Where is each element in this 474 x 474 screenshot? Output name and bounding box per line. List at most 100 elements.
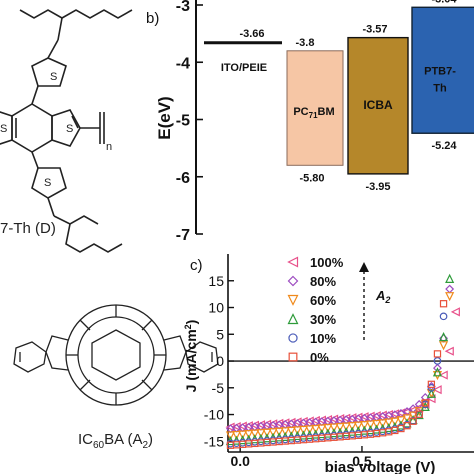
legend-marker (287, 313, 299, 325)
jv-point (432, 385, 442, 395)
box-ptb7-name-line1: PTB7- (424, 66, 456, 78)
jv-point (231, 430, 242, 441)
legend-marker (287, 275, 299, 287)
box-icba-top-label: -3.57 (362, 24, 387, 36)
jv-point (439, 300, 448, 308)
jv-point (329, 423, 339, 433)
jv-point (433, 357, 442, 365)
atom-s-3: S (0, 123, 7, 135)
jv-x-tick-label: 0.5 (352, 453, 372, 469)
jv-y-tick-label: -5 (212, 380, 225, 396)
panel-c-label: c) (190, 257, 203, 274)
level-ito-value: -3.66 (239, 28, 264, 40)
jv-point (225, 431, 236, 441)
jv-point (286, 426, 296, 436)
polymer-atom-labels: S S S S (0, 71, 73, 189)
jv-point (335, 422, 345, 433)
jv-y-tick-label: 5 (216, 326, 224, 342)
legend-marker (287, 256, 299, 268)
jv-y-tick-label: -10 (204, 407, 224, 423)
jv-y-tick-label: 0 (216, 353, 224, 369)
jv-point (280, 427, 290, 437)
box-pc71bm-name: PC71BM (293, 106, 334, 120)
polymer-repeat-n: n (106, 141, 112, 153)
acceptor-label: IC60BA (A2) (78, 431, 153, 451)
panel-b-label: b) (146, 10, 159, 27)
jv-y-tick-label: 15 (208, 273, 224, 289)
atom-s-4: S (44, 177, 51, 189)
energy-y-axis-title: E(eV) (155, 96, 174, 139)
box-icba-name: ICBA (363, 98, 393, 112)
jv-point (274, 427, 284, 437)
jv-point (432, 370, 443, 381)
legend-arrow-head (359, 262, 369, 272)
jv-series-0 (225, 307, 460, 432)
legend-label: 30% (310, 312, 336, 327)
jv-series-3 (225, 273, 455, 446)
jv-point (433, 350, 442, 358)
jv-series-2 (225, 292, 455, 441)
jv-x-axis-title: bias voltage (V) (325, 459, 436, 474)
jv-point (378, 419, 388, 429)
jv-point (403, 422, 411, 430)
box-pc71bm-bottom-label: -5.80 (299, 172, 324, 184)
jv-point (415, 410, 423, 418)
legend-marker (287, 294, 299, 306)
jv-point (402, 414, 412, 424)
jv-y-tick-label: 10 (208, 300, 224, 316)
legend-label: 100% (310, 255, 344, 270)
legend-arrow-label: A2 (375, 288, 390, 305)
jv-point (305, 425, 315, 435)
jv-point (359, 421, 369, 431)
jv-point (323, 423, 333, 434)
jv-point (432, 367, 443, 377)
jv-point (421, 399, 429, 407)
polymer-label: 7-Th (D) (0, 220, 56, 237)
legend-marker (288, 352, 298, 362)
jv-point (372, 419, 382, 430)
box-ptb7-bottom-label: -5.24 (431, 140, 457, 152)
box-icba (347, 36, 409, 175)
legend-label: 0% (310, 350, 329, 365)
jv-point (396, 416, 406, 426)
jv-point (298, 425, 309, 435)
box-ptb7-top-label: -3.04 (431, 0, 457, 5)
jv-point (414, 409, 424, 420)
jv-point (390, 417, 400, 427)
legend-label: 80% (310, 274, 336, 289)
jv-point (365, 420, 376, 430)
legend-marker (288, 333, 298, 343)
legend-label: 10% (310, 331, 336, 346)
jv-point (292, 426, 302, 436)
jv-point (384, 418, 394, 428)
jv-point (250, 429, 260, 439)
jv-point (445, 292, 455, 302)
jv-point (450, 307, 460, 317)
jv-point (439, 312, 448, 321)
jv-point (262, 428, 272, 438)
jv-point (311, 424, 321, 435)
jv-point (244, 430, 254, 440)
jv-point (317, 424, 327, 434)
jv-point (438, 341, 449, 351)
atom-s-2: S (66, 123, 73, 135)
jv-point (438, 370, 448, 380)
jv-point (353, 421, 363, 431)
level-ito-name: ITO/PEIE (221, 62, 267, 74)
jv-series-5 (226, 300, 448, 449)
jv-point (444, 346, 454, 356)
jv-point (268, 428, 278, 438)
jv-y-tick-label: -15 (204, 433, 224, 449)
energy-y-tick-label: -3 (176, 0, 190, 15)
box-pc71bm-top-label: -3.8 (296, 37, 315, 49)
jv-point (408, 411, 418, 421)
energy-level-chart: -3 -4 -5 -6 -7 E(eV) -3.66 ITO/PEIE -3.8 -5.80 PC7… (155, 0, 474, 244)
jv-y-axis-title: J (mA/cm2) (183, 320, 199, 393)
energy-y-tick-label: -4 (176, 55, 190, 72)
jv-point (426, 388, 436, 398)
box-pc71bm (286, 50, 344, 166)
jv-point (445, 284, 455, 294)
polymer-structure (0, 9, 133, 253)
legend-label: 60% (310, 293, 336, 308)
